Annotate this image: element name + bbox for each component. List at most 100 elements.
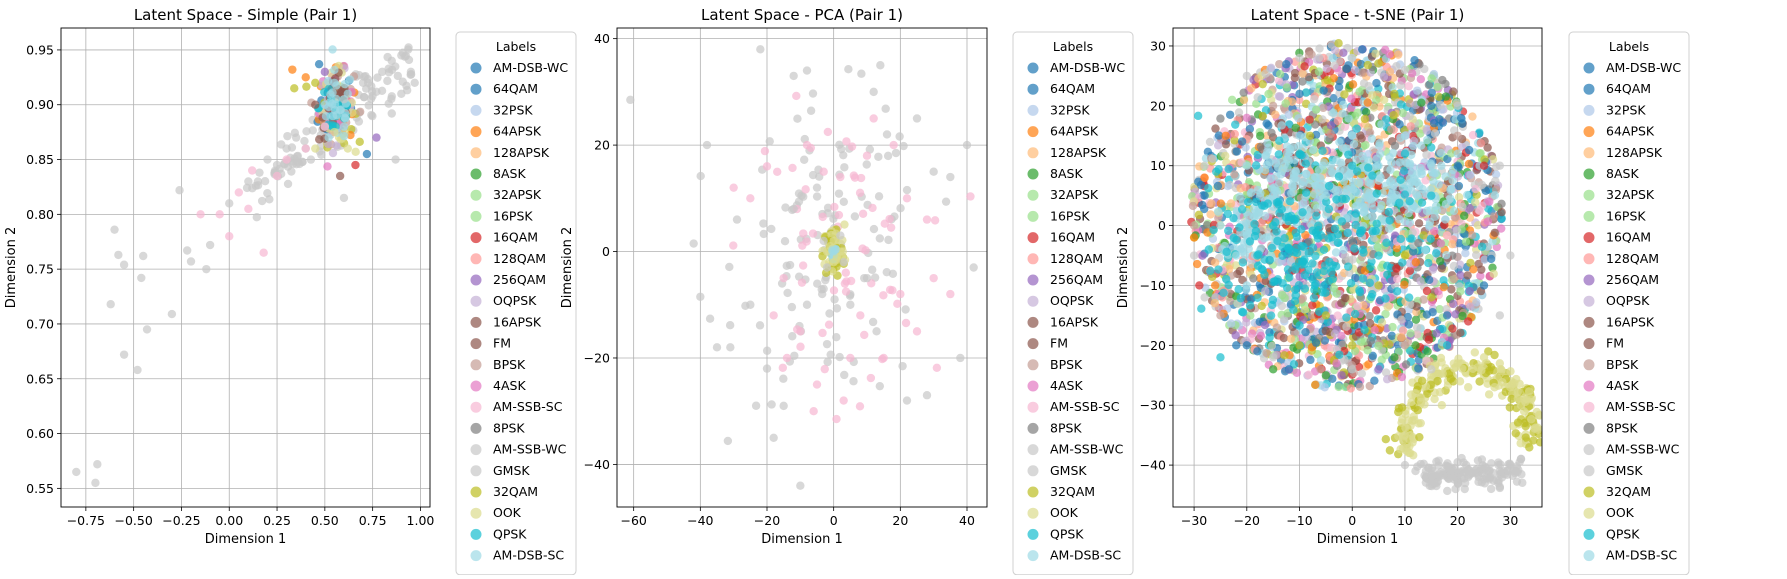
point-am-ssb-wc — [383, 76, 392, 86]
point-64apsk — [1216, 199, 1226, 208]
y-tick-label: −20 — [1140, 338, 1166, 353]
point-am-dsb-sc — [330, 65, 339, 75]
y-tick-label: 40 — [594, 31, 610, 46]
point-oqpsk — [1266, 63, 1276, 72]
data-point-am-dsb-wc — [1232, 341, 1241, 350]
data-point-am-ssb-wc — [1495, 311, 1505, 320]
data-point-16qam — [351, 160, 360, 170]
legend-label: 128QAM — [1606, 251, 1659, 266]
point-am-dsb-wc — [1334, 82, 1344, 92]
point-64qam — [1354, 321, 1363, 331]
legend-label: QPSK — [1050, 526, 1084, 541]
data-point-am-ssb-wc — [114, 250, 123, 260]
point-64apsk — [1439, 282, 1448, 292]
point-bpsk — [1419, 295, 1428, 304]
point-am-ssb-wc — [832, 333, 841, 342]
point-am-dsb-sc — [1283, 163, 1292, 173]
data-point-am-ssb-sc — [796, 327, 805, 336]
legend-marker — [1027, 232, 1039, 244]
point-am-ssb-wc — [252, 213, 262, 222]
point-8psk — [1365, 311, 1374, 321]
point-am-ssb-wc — [705, 314, 715, 323]
point-am-dsb-sc — [1375, 171, 1384, 180]
point-64qam — [1342, 64, 1352, 73]
point-qpsk — [1237, 307, 1247, 317]
data-point-am-ssb-sc — [320, 122, 330, 131]
data-point-64apsk — [1200, 173, 1209, 182]
data-point-am-ssb-wc — [732, 215, 742, 224]
point-qpsk — [1337, 217, 1347, 226]
point-am-ssb-sc — [880, 219, 889, 228]
point-32psk — [1491, 170, 1501, 179]
point-256qam — [1326, 121, 1336, 130]
point-am-dsb-wc — [1237, 137, 1247, 146]
x-tick-label: −0.50 — [114, 513, 152, 528]
point-qpsk — [1209, 225, 1218, 235]
legend-label: AM-SSB-SC — [1050, 399, 1120, 414]
legend-marker — [1027, 274, 1039, 286]
data-point-256qam — [1432, 329, 1441, 338]
point-qpsk — [1285, 197, 1295, 206]
point-qpsk — [1324, 181, 1334, 191]
legend-marker — [470, 232, 482, 244]
point-qpsk — [1212, 167, 1221, 176]
legend-marker — [1027, 380, 1039, 392]
point-am-ssb-wc — [862, 160, 871, 169]
point-gmsk — [1412, 323, 1422, 332]
point-qpsk — [1289, 305, 1298, 315]
data-point-am-ssb-wc — [110, 225, 119, 234]
point-am-ssb-wc — [857, 69, 866, 78]
point-qpsk — [1343, 262, 1353, 271]
point-am-dsb-sc — [1289, 187, 1298, 197]
point-64qam — [1404, 320, 1414, 329]
data-point-am-ssb-wc — [391, 155, 400, 164]
data-point-am-ssb-wc — [358, 78, 368, 88]
point-128apsk — [1448, 239, 1457, 249]
point-am-dsb-sc — [1335, 137, 1344, 147]
data-point-am-ssb-wc — [106, 300, 115, 309]
data-point-am-ssb-sc — [234, 188, 244, 197]
point-am-dsb-sc — [1430, 212, 1439, 222]
legend-label: 32PSK — [1050, 102, 1090, 117]
point-am-dsb-sc — [1235, 192, 1244, 201]
legend-marker — [1027, 104, 1039, 116]
legend-label: AM-DSB-WC — [1050, 60, 1125, 75]
point-am-ssb-wc — [895, 132, 904, 141]
point-ook — [1405, 441, 1414, 451]
point-qpsk — [1432, 249, 1441, 258]
x-tick-label: 30 — [1502, 513, 1518, 528]
point-am-ssb-wc — [404, 43, 413, 52]
point-am-ssb-sc — [1304, 370, 1314, 379]
point-am-ssb-wc — [881, 104, 890, 113]
point-am-dsb-sc — [1409, 174, 1419, 183]
point-am-dsb-sc — [1422, 206, 1432, 216]
point-128qam — [1295, 95, 1304, 105]
point-ook — [1519, 407, 1529, 416]
point-ook — [1513, 394, 1523, 403]
point-oqpsk — [332, 141, 341, 150]
data-point-am-dsb-sc — [335, 106, 345, 115]
point-qpsk — [1304, 248, 1314, 258]
data-point-am-ssb-sc — [812, 380, 822, 389]
point-ook — [1468, 364, 1478, 374]
legend: Labels AM-DSB-WC 64QAM 32PSK 64APSK 128APSK 8A… — [1568, 31, 1690, 576]
point-qpsk — [1250, 219, 1259, 229]
data-point-ook — [1406, 448, 1415, 458]
point-64qam — [1225, 110, 1235, 119]
point-am-ssb-wc — [868, 317, 878, 327]
data-point-am-ssb-sc — [869, 114, 878, 123]
legend-marker — [470, 359, 482, 371]
point-64apsk — [1469, 265, 1478, 274]
point-qpsk — [1342, 313, 1351, 322]
y-tick-label: 0 — [602, 244, 610, 259]
point-am-dsb-wc — [1429, 119, 1439, 128]
data-point-am-ssb-wc — [822, 263, 832, 272]
data-point-16qam — [1195, 281, 1204, 290]
point-am-ssb-wc — [260, 176, 270, 186]
data-point-am-dsb-wc — [1427, 101, 1436, 111]
point-qpsk — [1204, 245, 1214, 254]
point-am-dsb-sc — [1265, 157, 1275, 167]
point-qpsk — [1333, 230, 1343, 239]
point-am-ssb-sc — [778, 363, 788, 372]
point-128apsk — [1385, 67, 1395, 76]
